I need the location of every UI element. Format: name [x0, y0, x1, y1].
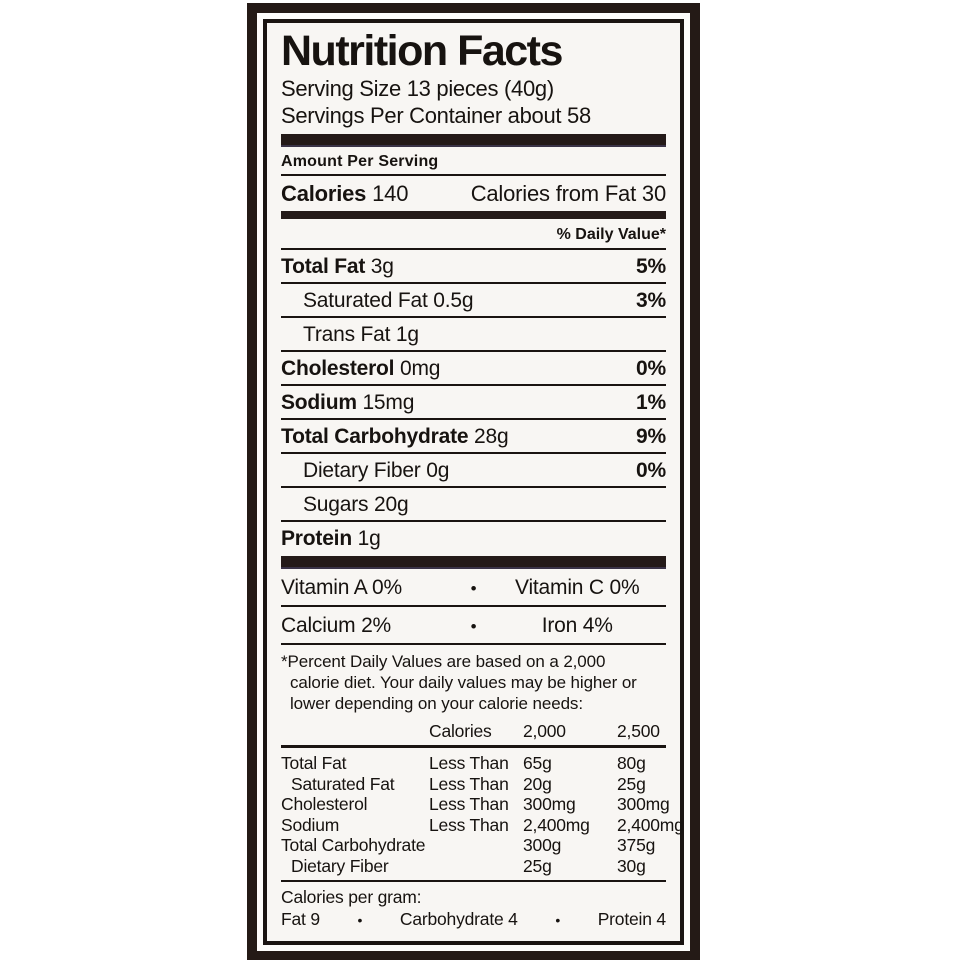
- daily-values-table: Calories 2,000 2,500 Total Fat Less Than…: [281, 721, 684, 882]
- calories-row: Calories 140 Calories from Fat 30: [281, 176, 666, 211]
- nutrient-row-dietary-fiber: Dietary Fiber 0g 0%: [281, 454, 666, 488]
- nutrient-row-protein: Protein 1g: [281, 527, 381, 550]
- bullet-icon: •: [357, 912, 363, 928]
- table-row: Total Carbohydrate 300g 375g: [281, 835, 656, 855]
- cpg-fat: Fat 9: [281, 909, 320, 929]
- dv-cholesterol: 0%: [636, 357, 666, 380]
- vitamin-a: Vitamin A 0%: [281, 576, 402, 599]
- table-row: Sodium Less Than 2,400mg 2,400mg: [281, 814, 684, 835]
- separator-bar-medium: [281, 211, 666, 219]
- daily-value-heading: % Daily Value*: [281, 219, 666, 250]
- label-inner-frame: Nutrition Facts Serving Size 13 pieces (…: [263, 19, 684, 945]
- table-row: Dietary Fiber 25g 30g: [291, 855, 646, 876]
- calories-per-gram-section: Calories per gram: Fat 9 • Carbohydrate …: [281, 882, 666, 932]
- table-row: Saturated Fat Less Than 20g 25g: [291, 773, 646, 794]
- separator-bar-thick-bottom: [281, 556, 666, 569]
- nutrient-row-sugars: Sugars 20g: [281, 488, 666, 522]
- cpg-protein: Protein 4: [597, 909, 666, 929]
- calcium: Calcium 2%: [281, 614, 392, 637]
- bullet-icon: •: [470, 579, 477, 598]
- table-row: Total Fat Less Than 65g 80g: [281, 753, 646, 773]
- calories-from-fat: Calories from Fat 30: [470, 181, 666, 206]
- dv-saturated-fat: 3%: [636, 289, 666, 312]
- nutrient-row-total-carbohydrate: Total Carbohydrate 28g 9%: [281, 420, 666, 454]
- separator-bar-thick-top: [281, 134, 666, 147]
- nutrient-row-trans-fat: Trans Fat 1g: [281, 318, 666, 352]
- label-outer-frame: Nutrition Facts Serving Size 13 pieces (…: [247, 3, 700, 960]
- table-row: Cholesterol Less Than 300mg 300mg: [281, 794, 670, 814]
- cpg-carbohydrate: Carbohydrate 4: [399, 909, 518, 929]
- dv-total-fat: 5%: [636, 255, 666, 278]
- nutrient-row-sodium: Sodium 15mg 1%: [281, 386, 666, 420]
- iron: Iron 4%: [541, 614, 613, 637]
- bullet-icon: •: [470, 617, 477, 636]
- dv-dietary-fiber: 0%: [636, 459, 666, 482]
- nutrient-row-total-fat: Total Fat 3g 5%: [281, 250, 666, 284]
- daily-values-footnote: *Percent Daily Values are based on a 2,0…: [281, 652, 637, 713]
- calories-value: Calories 140: [281, 181, 409, 206]
- nutrient-row-saturated-fat: Saturated Fat 0.5g 3%: [281, 284, 666, 318]
- amount-per-serving-heading: Amount Per Serving: [281, 147, 666, 176]
- daily-values-table-header: Calories 2,000 2,500: [281, 721, 666, 748]
- bullet-icon: •: [555, 912, 561, 928]
- vitamin-c: Vitamin C 0%: [515, 576, 640, 599]
- label-title: Nutrition Facts: [281, 27, 563, 75]
- nutrition-facts-label: Nutrition Facts Serving Size 13 pieces (…: [247, 3, 700, 960]
- nutrient-row-cholesterol: Cholesterol 0mg 0%: [281, 352, 666, 386]
- vitamin-row-1: Vitamin A 0% • Vitamin C 0%: [281, 569, 666, 607]
- serving-size: Serving Size 13 pieces (40g): [281, 76, 554, 101]
- table-bottom-rule: [281, 880, 666, 882]
- servings-per-container: Servings Per Container about 58: [281, 103, 591, 128]
- calories-per-gram-heading: Calories per gram:: [281, 887, 422, 907]
- vitamin-row-2: Calcium 2% • Iron 4%: [281, 607, 666, 645]
- dv-sodium: 1%: [636, 391, 666, 414]
- dv-total-carbohydrate: 9%: [636, 425, 666, 448]
